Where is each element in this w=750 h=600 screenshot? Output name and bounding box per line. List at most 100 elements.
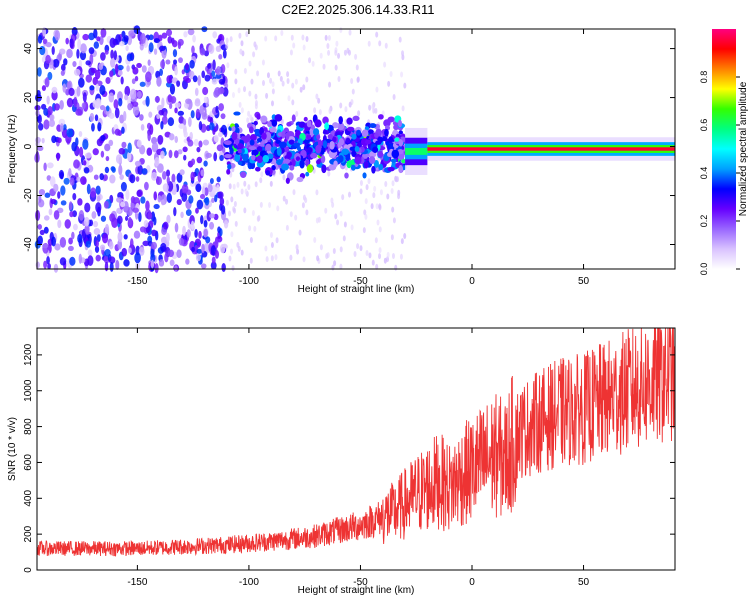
heatmap-cell: [271, 165, 276, 171]
heatmap-cell: [89, 85, 95, 91]
heatmap-cell: [306, 164, 314, 173]
heatmap-cell: [59, 99, 64, 110]
heatmap-cell: [220, 113, 226, 120]
heatmap-cell: [400, 71, 404, 78]
heatmap-cell: [363, 209, 367, 216]
heatmap-cell: [69, 38, 74, 49]
heatmap-cell: [337, 122, 345, 131]
heatmap-panel: -150 -100 -50 0 50 -40 -20 0 20 40 Height of str…: [7, 25, 676, 295]
heatmap-cell: [116, 215, 123, 225]
heatmap-cell: [191, 246, 195, 253]
heatmap-cell: [289, 49, 293, 56]
heatmap-cell: [240, 188, 244, 195]
heatmap-cell: [199, 193, 206, 200]
heatmap-cell: [53, 183, 59, 192]
heatmap-cell: [327, 49, 331, 56]
heatmap-cell: [174, 102, 181, 108]
heatmap-cell: [362, 172, 367, 179]
heatmap-cell: [236, 181, 240, 188]
heatmap-cell: [246, 117, 250, 124]
heatmap-cell: [56, 152, 60, 162]
heatmap-cell: [84, 216, 90, 227]
heatmap-cell: [351, 133, 357, 140]
heatmap-cell: [271, 119, 278, 127]
heatmap-cell: [188, 116, 192, 128]
heatmap-cell: [199, 105, 204, 115]
heatmap-cell: [41, 85, 47, 91]
heatmap-cell: [89, 112, 95, 122]
heatmap-cell: [204, 187, 209, 196]
heatmap-cell: [198, 140, 203, 148]
heatmap-cell: [203, 219, 208, 228]
heatmap-cell: [58, 118, 66, 126]
heatmap-cell: [219, 154, 224, 162]
heatmap-cell: [78, 131, 83, 138]
heatmap-cell: [238, 101, 242, 108]
heatmap-cell: [215, 105, 219, 114]
heatmap-cell: [223, 219, 229, 229]
heatmap-cell: [52, 58, 60, 68]
heatmap-cell: [57, 137, 62, 144]
heatmap-cell: [200, 169, 205, 177]
heatmap-cell: [37, 34, 43, 44]
y-tick-label: 800: [23, 418, 34, 435]
heatmap-cell: [205, 236, 211, 244]
heatmap-cell: [239, 48, 243, 55]
heatmap-cell: [209, 177, 214, 185]
heatmap-cell: [92, 148, 99, 156]
heatmap-cell: [65, 37, 69, 45]
heatmap-cell: [383, 257, 387, 264]
heatmap-cell: [364, 213, 368, 220]
heatmap-cell: [390, 158, 397, 163]
heatmap-cell: [354, 53, 358, 60]
heatmap-cell: [148, 42, 154, 53]
heatmap-cell: [58, 169, 65, 179]
heatmap-cell: [254, 100, 258, 107]
heatmap-cell: [248, 90, 252, 97]
x-tick-label: -150: [127, 577, 147, 588]
heatmap-cell: [176, 172, 183, 183]
heatmap-cell: [68, 201, 73, 211]
heatmap-cell: [85, 74, 93, 83]
heatmap-cell: [126, 151, 132, 162]
heatmap-cell: [195, 183, 202, 193]
heatmap-cell: [189, 131, 193, 141]
heatmap-cell: [147, 59, 151, 66]
heatmap-cell: [256, 113, 261, 120]
heatmap-cell: [334, 49, 338, 56]
heatmap-cell: [233, 207, 237, 214]
colorbar-gradient: [712, 29, 736, 269]
heatmap-cell: [160, 150, 165, 159]
heatmap-cell: [261, 132, 267, 140]
heatmap-cell: [181, 192, 188, 203]
heatmap-cell: [190, 110, 195, 119]
heatmap-cell: [306, 120, 312, 128]
heatmap-cell: [316, 159, 321, 165]
heatmap-cell: [372, 192, 376, 199]
heatmap-y-ticks: -40 -20 0 20 40: [23, 43, 675, 252]
heatmap-cell: [84, 152, 92, 159]
heatmap-cell: [259, 177, 263, 184]
heatmap-cell: [45, 54, 51, 64]
heatmap-cell: [327, 133, 334, 140]
heatmap-cell: [274, 35, 278, 42]
heatmap-cell: [65, 88, 70, 96]
heatmap-cell: [371, 103, 375, 110]
heatmap-cell: [375, 140, 382, 145]
heatmap-cell: [263, 127, 268, 132]
heatmap-cell: [313, 107, 317, 114]
heatmap-cell: [247, 110, 251, 117]
heatmap-cell: [132, 101, 139, 107]
heatmap-cell: [60, 200, 67, 206]
heatmap-cell: [142, 240, 150, 247]
heatmap-cell: [240, 249, 244, 256]
heatmap-cell: [240, 40, 244, 47]
heatmap-cell: [105, 155, 110, 162]
heatmap-cell: [361, 129, 369, 138]
heatmap-cell: [90, 67, 97, 74]
heatmap-cell: [222, 49, 227, 59]
heatmap-cell: [88, 32, 95, 41]
heatmap-cell: [310, 152, 318, 159]
heatmap-cell: [51, 236, 56, 247]
heatmap-cell: [253, 128, 261, 134]
